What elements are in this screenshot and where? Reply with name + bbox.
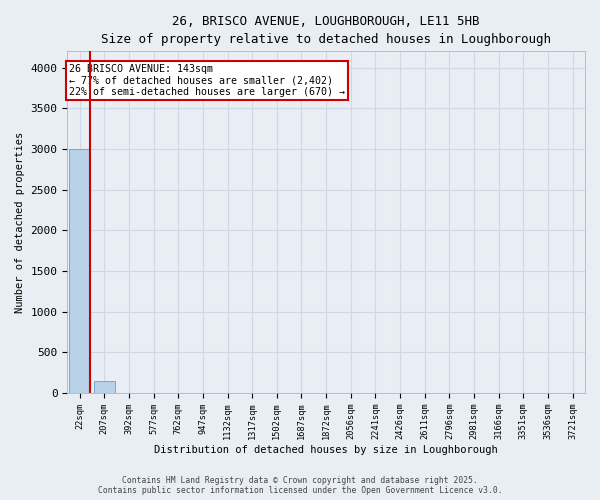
Y-axis label: Number of detached properties: Number of detached properties [15, 132, 25, 313]
Text: Contains HM Land Registry data © Crown copyright and database right 2025.
Contai: Contains HM Land Registry data © Crown c… [98, 476, 502, 495]
Bar [94, 381, 115, 393]
Bar [69, 149, 90, 393]
X-axis label: Distribution of detached houses by size in Loughborough: Distribution of detached houses by size … [154, 445, 498, 455]
Title: 26, BRISCO AVENUE, LOUGHBOROUGH, LE11 5HB
Size of property relative to detached : 26, BRISCO AVENUE, LOUGHBOROUGH, LE11 5H… [101, 15, 551, 46]
Text: 26 BRISCO AVENUE: 143sqm
← 77% of detached houses are smaller (2,402)
22% of sem: 26 BRISCO AVENUE: 143sqm ← 77% of detach… [69, 64, 345, 96]
